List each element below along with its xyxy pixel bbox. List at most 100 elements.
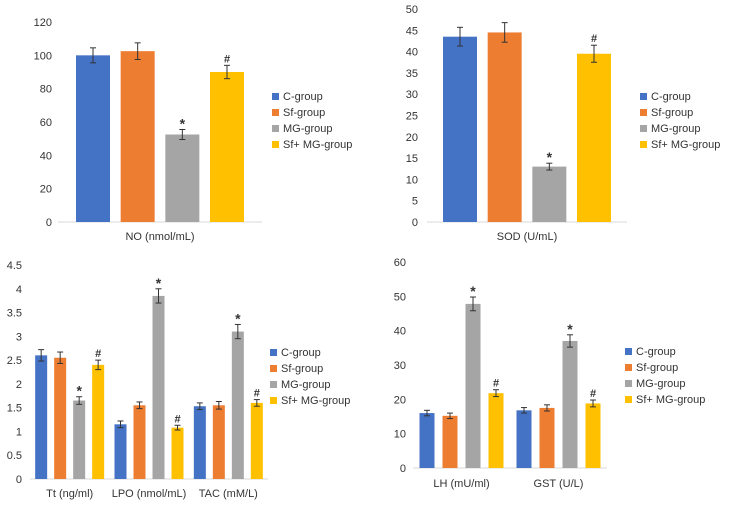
y-tick-label: 0 (46, 217, 52, 229)
chart-2: 0 5 10 15 20 25 30 35 40 45 50 * # SOD (U/mL) C-group S… (406, 4, 721, 243)
legend-label: Sf+ MG-group (281, 395, 350, 407)
y-tick-label: 25 (406, 111, 418, 123)
legend-label: Sf-group (283, 107, 325, 119)
bar (442, 415, 458, 468)
y-tick-label: 80 (40, 84, 52, 96)
chart-1: 0 20 40 60 80 100 120 * # NO (nmol/mL) C-group Sf-g… (34, 17, 353, 243)
bar (585, 403, 601, 468)
legend-swatch (270, 365, 277, 372)
bar (210, 72, 244, 222)
bar (35, 355, 48, 479)
legend-swatch (270, 349, 277, 356)
y-tick-label: 1 (16, 426, 22, 438)
y-tick-label: 10 (394, 429, 406, 441)
legend-swatch (640, 141, 647, 148)
significance-mark: * (567, 321, 573, 337)
legend-label: MG-group (281, 379, 331, 391)
bar (231, 331, 244, 479)
y-tick-label: 20 (394, 394, 406, 406)
y-tick-label: 40 (406, 47, 418, 59)
y-tick-label: 5 (412, 196, 418, 208)
significance-mark: # (224, 53, 230, 65)
legend-swatch (272, 141, 279, 148)
bar (419, 413, 435, 468)
y-tick-label: 50 (406, 4, 418, 16)
bar (120, 51, 155, 222)
significance-mark: * (547, 149, 553, 165)
y-tick-label: 3.5 (7, 308, 22, 320)
bar (212, 405, 225, 479)
y-tick-label: 45 (406, 25, 418, 37)
legend-swatch (272, 93, 279, 100)
significance-mark: # (95, 348, 101, 360)
significance-mark: # (254, 388, 260, 400)
bar (54, 357, 67, 479)
significance-mark: * (235, 310, 241, 326)
bar (193, 406, 206, 479)
y-tick-label: 100 (34, 50, 52, 62)
bar (133, 405, 146, 479)
y-tick-label: 2.5 (7, 355, 22, 367)
bar (488, 393, 504, 468)
legend-label: Sf+ MG-group (636, 394, 705, 406)
significance-mark: * (156, 275, 162, 291)
significance-mark: # (591, 33, 597, 45)
legend-label: Sf-group (651, 107, 693, 119)
bar (76, 55, 110, 223)
y-tick-label: 30 (394, 360, 406, 372)
y-tick-label: 15 (406, 153, 418, 165)
y-tick-label: 0 (16, 474, 22, 486)
y-tick-label: 40 (40, 150, 52, 162)
significance-mark: # (174, 413, 180, 425)
legend-swatch (270, 381, 277, 388)
x-category-label: SOD (U/mL) (497, 231, 558, 243)
bar (516, 410, 532, 468)
y-tick-label: 4.5 (7, 260, 22, 272)
bar (250, 402, 263, 479)
y-tick-label: 60 (40, 117, 52, 129)
y-tick-label: 2 (16, 379, 22, 391)
y-tick-label: 1.5 (7, 403, 22, 415)
bar (465, 303, 481, 468)
legend-swatch (625, 396, 632, 403)
y-tick-label: 35 (406, 68, 418, 80)
x-category-label: GST (U/L) (534, 478, 584, 490)
bar (73, 400, 86, 479)
legend-label: MG-group (636, 378, 686, 390)
y-tick-label: 3 (16, 331, 22, 343)
legend-swatch (272, 109, 279, 116)
legend-label: MG-group (651, 123, 701, 135)
legend-label: C-group (281, 347, 321, 359)
x-category-label: LPO (nmol/mL) (112, 488, 187, 500)
bar (443, 36, 477, 222)
y-tick-label: 4 (16, 284, 22, 296)
legend-swatch (270, 397, 277, 404)
significance-mark: * (76, 383, 82, 399)
legend-label: Sf-group (281, 363, 323, 375)
y-tick-label: 40 (394, 326, 406, 338)
x-category-label: NO (nmol/mL) (125, 231, 194, 243)
bar (92, 364, 105, 479)
chart-4: 0 10 20 30 40 50 60 * # LH (mU/ml) * # GST (U/L) C-gr… (394, 257, 706, 490)
bar (114, 424, 127, 479)
legend-label: Sf+ MG-group (283, 139, 352, 151)
bar (539, 407, 555, 468)
y-tick-label: 20 (406, 132, 418, 144)
legend-label: C-group (283, 91, 323, 103)
y-tick-label: 50 (394, 291, 406, 303)
bar (562, 340, 578, 468)
y-tick-label: 0 (400, 463, 406, 475)
chart-3: 0 0.5 1 1.5 2 2.5 3 3.5 4 4.5 * # Tt (ng/ml) * # LPO (n… (7, 260, 351, 500)
significance-mark: * (470, 283, 476, 299)
significance-mark: # (590, 388, 596, 400)
legend-swatch (640, 109, 647, 116)
bar (171, 427, 184, 479)
y-tick-label: 60 (394, 257, 406, 269)
legend-label: Sf+ MG-group (651, 139, 720, 151)
y-tick-label: 0 (412, 217, 418, 229)
legend-swatch (272, 125, 279, 132)
significance-mark: # (493, 378, 499, 390)
bar (165, 134, 200, 222)
bar (532, 166, 567, 222)
